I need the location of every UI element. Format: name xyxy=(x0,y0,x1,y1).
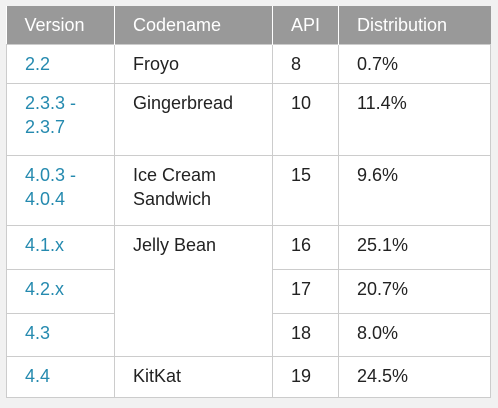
codename-cell: Ice Cream Sandwich xyxy=(114,154,273,227)
table-row: 4.0.3 - 4.0.4 Ice Cream Sandwich 15 9.6% xyxy=(6,154,491,227)
column-header-distribution: Distribution xyxy=(338,6,491,45)
distribution-cell: 25.1% xyxy=(338,225,491,270)
table-row: 4.2.x 17 20.7% xyxy=(6,269,491,314)
table-row: 4.4 KitKat 19 24.5% xyxy=(6,356,491,398)
table-row: 2.3.3 - 2.3.7 Gingerbread 10 11.4% xyxy=(6,83,491,156)
distribution-cell: 11.4% xyxy=(338,83,491,156)
distribution-table: Version Codename API Distribution 2.2 Fr… xyxy=(6,6,491,398)
version-link[interactable]: 4.4 xyxy=(6,356,115,398)
distribution-cell: 8.0% xyxy=(338,312,491,358)
version-link[interactable]: 2.3.3 - 2.3.7 xyxy=(6,83,115,156)
table-row: 4.3 18 8.0% xyxy=(6,312,491,358)
api-cell: 10 xyxy=(272,83,339,156)
distribution-cell: 24.5% xyxy=(338,356,491,398)
api-cell: 8 xyxy=(272,43,339,85)
version-link[interactable]: 4.0.3 - 4.0.4 xyxy=(6,154,115,227)
codename-cell: Froyo xyxy=(114,43,273,85)
version-link[interactable]: 4.2.x xyxy=(6,269,115,314)
table-header-row: Version Codename API Distribution xyxy=(6,6,491,45)
api-cell: 17 xyxy=(272,269,339,314)
version-link[interactable]: 4.3 xyxy=(6,312,115,358)
codename-cell: Gingerbread xyxy=(114,83,273,156)
table-row: 2.2 Froyo 8 0.7% xyxy=(6,43,491,85)
column-header-version: Version xyxy=(6,6,115,45)
codename-cell: Jelly Bean xyxy=(114,225,273,358)
version-link[interactable]: 4.1.x xyxy=(6,225,115,270)
api-cell: 18 xyxy=(272,312,339,358)
column-header-codename: Codename xyxy=(114,6,273,45)
distribution-cell: 9.6% xyxy=(338,154,491,227)
column-header-api: API xyxy=(272,6,339,45)
codename-cell: KitKat xyxy=(114,356,273,398)
distribution-cell: 0.7% xyxy=(338,43,491,85)
version-link[interactable]: 2.2 xyxy=(6,43,115,85)
api-cell: 16 xyxy=(272,225,339,270)
table-row: 4.1.x Jelly Bean 16 25.1% xyxy=(6,225,491,358)
api-cell: 15 xyxy=(272,154,339,227)
distribution-cell: 20.7% xyxy=(338,269,491,314)
api-cell: 19 xyxy=(272,356,339,398)
